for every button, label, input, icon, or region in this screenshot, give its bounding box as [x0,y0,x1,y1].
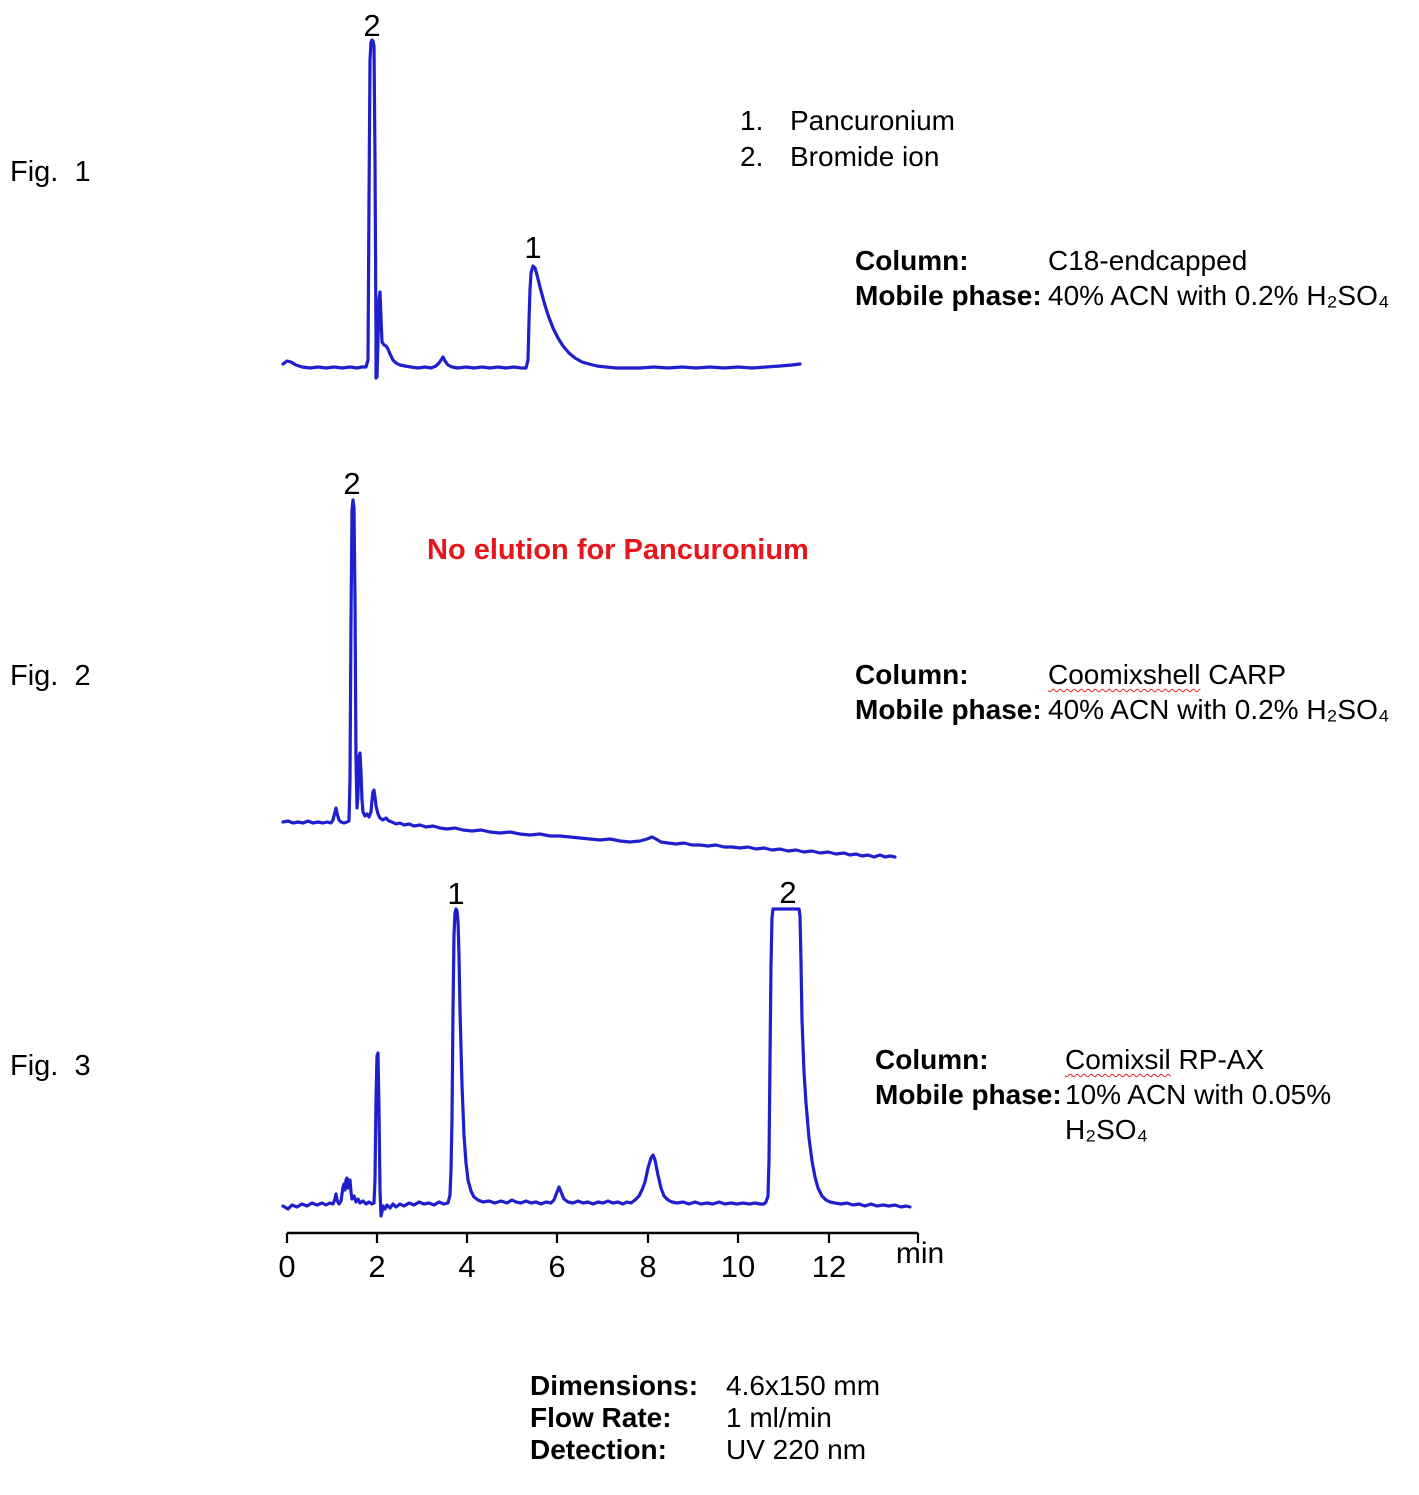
column-value-rest: RP-AX [1170,1044,1265,1075]
fig3-x-tick-label-12: 12 [812,1249,846,1284]
method-conditions: Dimensions: 4.6x150 mm Flow Rate: 1 ml/m… [530,1370,880,1466]
figure1-label: Fig. 1 [10,156,91,188]
fig3-x-tick-label-4: 4 [458,1249,475,1284]
mobile-phase-label: Mobile phase: [855,280,1042,311]
legend-item-pancuronium: 1. Pancuronium [740,103,955,139]
legend-number: 2. [740,141,764,172]
figure2-conditions: Column: Coomixshell CARP Mobile phase: 4… [855,657,1389,727]
dimensions-label: Dimensions: [530,1370,699,1401]
figure3-conditions: Column: Comixsil RP-AX Mobile phase: 10%… [875,1042,1419,1147]
flow-rate-label: Flow Rate: [530,1402,672,1433]
mobile-phase-value: 40% ACN with 0.2% H₂SO₄ [1048,694,1390,725]
column-label: Column: [875,1044,989,1075]
legend-number: 1. [740,105,764,136]
column-value-rest: CARP [1200,659,1287,690]
spellcheck-flagged-word: Comixsil [1065,1044,1171,1075]
spellcheck-flagged-word: Coomixshell [1048,659,1201,690]
peak-legend: 1. Pancuronium 2. Bromide ion [740,103,955,175]
column-value: Comixsil RP-AX [1065,1042,1419,1077]
column-label: Column: [855,659,969,690]
fig3-x-tick-label-0: 0 [278,1249,295,1284]
fig3-x-tick-label-8: 8 [639,1249,656,1284]
column-value: C18-endcapped [1048,245,1248,276]
legend-compound: Pancuronium [790,105,955,136]
fig2-peak-label-2: 2 [343,466,360,501]
fig3-x-axis-unit: min [896,1237,944,1270]
fig3-x-tick-label-6: 6 [548,1249,565,1284]
fig1-trace [281,38,802,380]
dimensions-value: 4.6x150 mm [726,1370,881,1401]
fig3-peak-label-1: 1 [447,876,464,911]
no-elution-note: No elution for Pancuronium [427,534,809,566]
detection-label: Detection: [530,1434,667,1465]
fig2-trace [281,498,897,859]
flow-rate-value: 1 ml/min [726,1402,832,1433]
fig3-trace [281,907,912,1218]
fig3-x-tick-label-2: 2 [368,1249,385,1284]
legend-compound: Bromide ion [790,141,940,172]
mobile-phase-label: Mobile phase: [855,694,1042,725]
mobile-phase-value: 10% ACN with 0.05% H₂SO₄ [1065,1079,1332,1145]
fig3-x-tick-label-10: 10 [721,1249,755,1284]
mobile-phase-label: Mobile phase: [875,1079,1062,1110]
column-label: Column: [855,245,969,276]
legend-item-bromide: 2. Bromide ion [740,139,955,175]
column-value: Coomixshell CARP [1048,657,1389,692]
figure1-conditions: Column: C18-endcapped Mobile phase: 40% … [855,243,1389,313]
figure2-label: Fig. 2 [10,660,91,692]
fig1-peak-label-2: 2 [363,8,380,43]
fig3-peak-label-2: 2 [779,875,796,910]
detection-value: UV 220 nm [726,1434,867,1465]
figure3-label: Fig. 3 [10,1050,91,1082]
fig1-peak-label-1: 1 [524,230,541,265]
mobile-phase-value: 40% ACN with 0.2% H₂SO₄ [1048,280,1390,311]
